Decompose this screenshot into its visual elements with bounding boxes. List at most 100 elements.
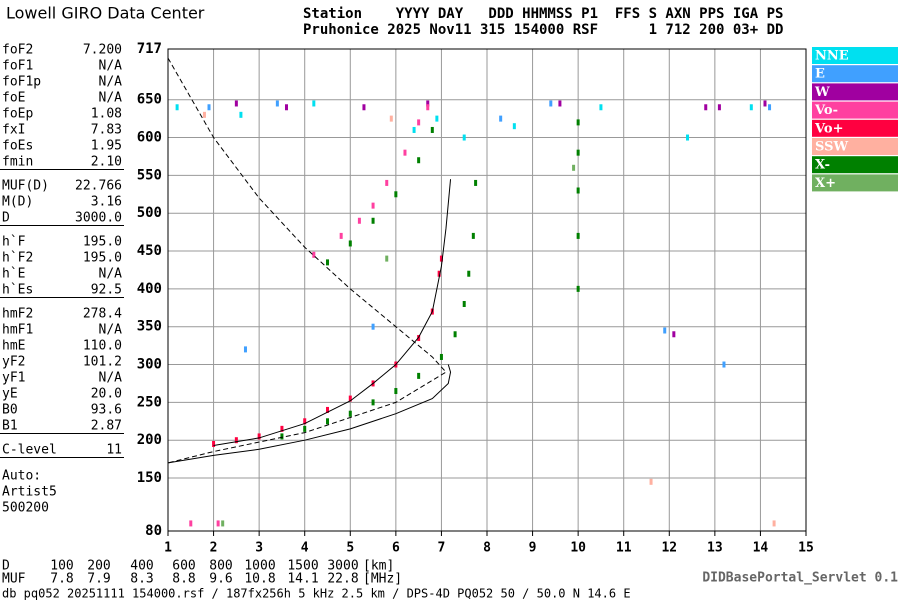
param-label: fxI — [2, 123, 25, 138]
echo — [284, 104, 288, 111]
echo — [394, 191, 398, 198]
echo — [576, 149, 580, 156]
param-value: 278.4 — [83, 307, 122, 322]
legend-label: NNE — [815, 49, 849, 64]
echo — [371, 217, 375, 224]
model-curve — [167, 57, 447, 464]
muf-value: 10.8 — [244, 572, 275, 587]
echo — [412, 126, 416, 133]
x-tick-label: 13 — [707, 541, 723, 556]
echo — [474, 179, 478, 186]
echo — [348, 410, 352, 417]
x-tick-label: 1 — [164, 541, 172, 556]
echo — [339, 232, 343, 239]
param-label: D — [2, 211, 10, 226]
echo — [312, 100, 316, 107]
param-value: 1.08 — [91, 107, 122, 122]
echo — [439, 353, 443, 360]
echo — [234, 100, 238, 107]
echo — [686, 134, 690, 141]
echo — [239, 111, 243, 118]
plot-frame — [167, 48, 807, 532]
y-tick-label: 650 — [137, 92, 162, 108]
echo — [467, 270, 471, 277]
echo — [462, 300, 466, 307]
echo — [549, 100, 553, 107]
echo — [326, 259, 329, 266]
echo — [576, 285, 580, 292]
y-tick-label: 717 — [137, 41, 162, 57]
header-columns: Station YYYY DAY DDD HHMMSS P1 FFS S AXN… — [303, 6, 783, 22]
param-label: foF1p — [2, 75, 41, 90]
param-label: hmF1 — [2, 323, 33, 338]
muf-label: MUF — [2, 572, 26, 587]
echo — [189, 520, 193, 527]
param-label: fmin — [2, 155, 33, 170]
echo — [207, 104, 211, 111]
echo — [385, 179, 389, 186]
legend-swatch — [812, 47, 898, 64]
param-value: 92.5 — [91, 283, 122, 298]
echo — [749, 104, 753, 111]
d-value: 1500 — [287, 559, 318, 574]
echo — [389, 115, 393, 122]
echo — [403, 149, 407, 156]
echo — [471, 232, 475, 239]
echo — [234, 437, 238, 444]
muf-value: 7.8 — [50, 572, 73, 587]
echo — [212, 440, 216, 447]
x-tick-label: 4 — [301, 541, 309, 556]
x-tick-label: 2 — [210, 541, 218, 556]
d-value: 100 — [50, 559, 73, 574]
echo — [326, 406, 329, 413]
footer-file: db pq052 20251111 154000.rsf / 187fx256h… — [2, 587, 631, 600]
x-tick-label: 12 — [661, 541, 677, 556]
param-value: 101.2 — [83, 355, 122, 370]
x-tick-label: 8 — [483, 541, 491, 556]
auto-label: Auto: — [2, 469, 41, 484]
y-tick-label: 450 — [137, 243, 162, 259]
param-value: 195.0 — [83, 251, 122, 266]
y-tick-label: 200 — [137, 432, 162, 448]
echo — [385, 255, 389, 262]
echo — [430, 126, 434, 133]
y-tick-label: 400 — [137, 281, 162, 297]
y-tick-label: 80 — [145, 523, 162, 539]
param-label: yE — [2, 387, 18, 402]
param-label: foEs — [2, 139, 33, 154]
echo — [672, 331, 676, 338]
param-label: hmE — [2, 339, 25, 354]
x-tick-label: 5 — [346, 541, 354, 556]
d-value: 400 — [130, 559, 153, 574]
echo — [348, 240, 352, 247]
echo — [417, 119, 421, 126]
echo — [763, 100, 767, 107]
legend-swatch — [812, 101, 898, 119]
d-unit: [km] — [363, 559, 394, 574]
param-value: N/A — [99, 371, 123, 386]
param-label: h`F — [2, 235, 26, 250]
echo — [576, 119, 580, 126]
param-label: MUF(D) — [2, 179, 49, 194]
echo — [426, 100, 430, 107]
echo — [499, 115, 503, 122]
echo — [717, 104, 721, 111]
echo — [371, 202, 375, 209]
param-label: B1 — [2, 419, 18, 434]
param-label: h`E — [2, 267, 25, 282]
muf-value: 8.3 — [130, 572, 153, 587]
echo — [202, 111, 206, 118]
echo — [426, 104, 430, 111]
echo — [704, 104, 708, 111]
echo — [462, 134, 466, 141]
param-label: foE — [2, 91, 25, 106]
echo — [303, 425, 307, 432]
legend-label: SSW — [815, 140, 848, 155]
echo — [576, 232, 580, 239]
echo — [216, 520, 220, 527]
echo — [326, 418, 329, 425]
echo — [599, 104, 603, 111]
param-label: M(D) — [2, 195, 33, 210]
legend-label: W — [814, 85, 830, 100]
